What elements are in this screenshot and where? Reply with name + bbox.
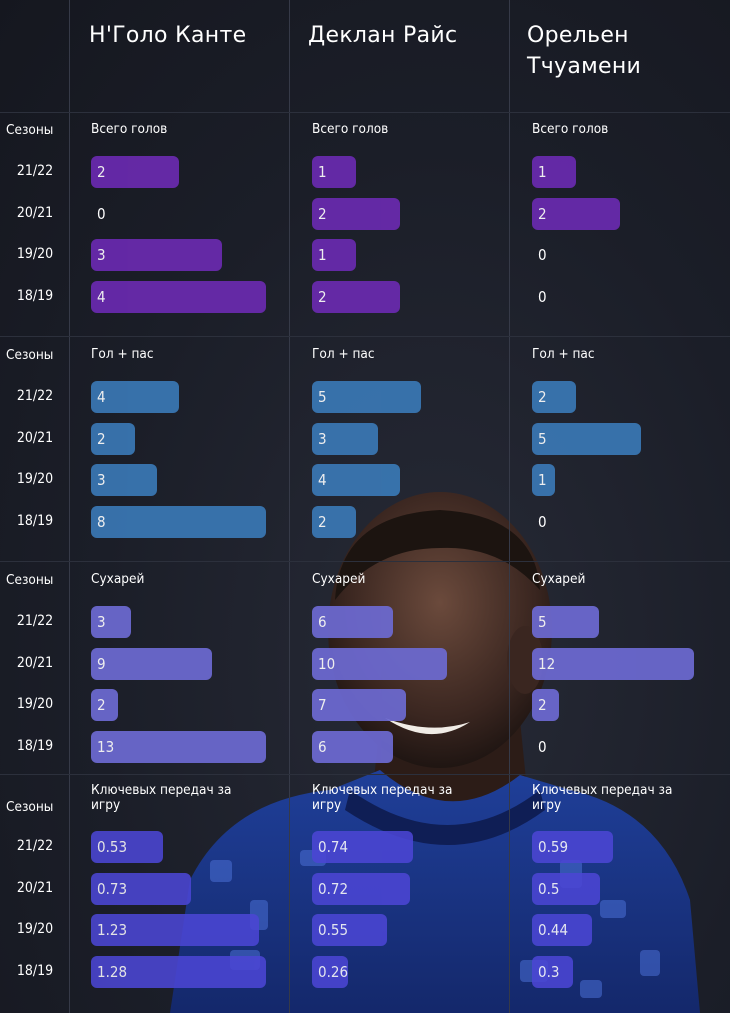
bar-goal-assist: 2	[312, 506, 356, 539]
bar-key-passes: 0.5	[532, 872, 601, 905]
bar-key-passes: 0.72	[312, 872, 411, 905]
bar-clean-sheets: 2	[532, 689, 559, 722]
season-label: 21/22	[16, 838, 54, 854]
bar-key-passes: 0.44	[532, 914, 593, 947]
data-label-goals: 0	[538, 246, 547, 265]
metric-title-goals: Всего голов	[312, 121, 389, 137]
metric-title-key-passes: Ключевых передач за игру	[91, 782, 232, 813]
metric-title-goals: Всего голов	[91, 121, 168, 137]
section-divider	[0, 112, 730, 113]
player-name-tchouameni: Орельен Тчуамени	[527, 23, 642, 79]
metric-title-key-passes: Ключевых передач за игру	[312, 782, 453, 813]
bar-goal-assist: 4	[312, 464, 400, 497]
seasons-header-label: Сезоны	[6, 122, 54, 138]
metric-title-clean-sheets: Сухарей	[91, 571, 145, 587]
season-label: 19/20	[16, 246, 54, 263]
season-label: 20/21	[16, 879, 54, 896]
bar-clean-sheets: 9	[91, 647, 213, 680]
bar-goals: 4	[91, 281, 266, 314]
bar-key-passes: 0.59	[532, 831, 613, 863]
column-divider	[69, 0, 70, 1013]
season-label: 21/22	[16, 388, 54, 404]
season-label: 21/22	[16, 163, 54, 179]
column-divider	[289, 0, 290, 1013]
bar-goal-assist: 5	[312, 381, 422, 413]
section-divider	[0, 336, 730, 337]
season-label: 18/19	[16, 738, 54, 755]
bar-goal-assist: 2	[91, 422, 135, 455]
bar-key-passes: 1.23	[91, 914, 260, 947]
metric-title-goal-assist: Гол + пас	[91, 346, 154, 362]
bar-goal-assist: 4	[91, 381, 179, 413]
bar-goal-assist: 5	[532, 422, 642, 455]
metric-title-clean-sheets: Сухарей	[312, 571, 366, 587]
bar-key-passes: 0.73	[91, 872, 191, 905]
bar-goal-assist: 3	[91, 464, 157, 497]
bar-key-passes: 0.3	[532, 956, 574, 989]
bar-key-passes: 0.26	[312, 956, 348, 989]
section-divider	[0, 774, 730, 775]
bar-goal-assist: 2	[532, 381, 576, 413]
metric-title-clean-sheets: Сухарей	[532, 571, 586, 587]
bar-goal-assist: 8	[91, 506, 266, 539]
season-label: 19/20	[16, 696, 54, 713]
bar-goals: 1	[312, 239, 356, 272]
season-label: 19/20	[16, 471, 54, 488]
bar-clean-sheets: 13	[91, 731, 266, 764]
season-label: 19/20	[16, 921, 54, 938]
bar-goals: 2	[312, 281, 400, 314]
bar-key-passes: 1.28	[91, 956, 266, 989]
bar-goals: 1	[312, 156, 356, 188]
bar-clean-sheets: 2	[91, 689, 118, 722]
bar-clean-sheets: 5	[532, 606, 600, 638]
bar-goals: 1	[532, 156, 576, 188]
player-name-rice: Деклан Райс	[308, 23, 458, 48]
bar-goals: 2	[91, 156, 179, 188]
data-label-goals: 0	[97, 204, 106, 223]
metric-title-goal-assist: Гол + пас	[532, 346, 595, 362]
seasons-header-label: Сезоны	[6, 572, 54, 588]
bar-clean-sheets: 7	[312, 689, 407, 722]
bar-key-passes: 0.55	[312, 914, 388, 947]
season-label: 18/19	[16, 288, 54, 305]
bar-key-passes: 0.74	[312, 831, 414, 863]
column-divider	[509, 0, 510, 1013]
player-name-kante: Н'Голо Канте	[89, 23, 247, 48]
bar-goal-assist: 1	[532, 464, 555, 497]
season-label: 21/22	[16, 613, 54, 629]
metric-title-goal-assist: Гол + пас	[312, 346, 375, 362]
bar-clean-sheets: 6	[312, 606, 393, 638]
bar-goal-assist: 3	[312, 422, 378, 455]
season-label: 18/19	[16, 513, 54, 530]
data-label-goals: 0	[538, 288, 547, 307]
season-label: 18/19	[16, 963, 54, 980]
bar-goals: 2	[312, 197, 400, 230]
metric-title-key-passes: Ключевых передач за игру	[532, 782, 673, 813]
seasons-header-label: Сезоны	[6, 799, 54, 815]
bar-goals: 2	[532, 197, 620, 230]
seasons-header-label: Сезоны	[6, 347, 54, 363]
bar-clean-sheets: 3	[91, 606, 132, 638]
data-label-goal-assist: 0	[538, 513, 547, 532]
season-label: 20/21	[16, 654, 54, 671]
season-label: 20/21	[16, 429, 54, 446]
bar-clean-sheets: 6	[312, 731, 393, 764]
bar-key-passes: 0.53	[91, 831, 164, 863]
data-label-clean-sheets: 0	[538, 738, 547, 757]
section-divider	[0, 561, 730, 562]
bar-clean-sheets: 12	[532, 647, 694, 680]
bar-clean-sheets: 10	[312, 647, 447, 680]
season-label: 20/21	[16, 204, 54, 221]
metric-title-goals: Всего голов	[532, 121, 609, 137]
bar-goals: 3	[91, 239, 223, 272]
